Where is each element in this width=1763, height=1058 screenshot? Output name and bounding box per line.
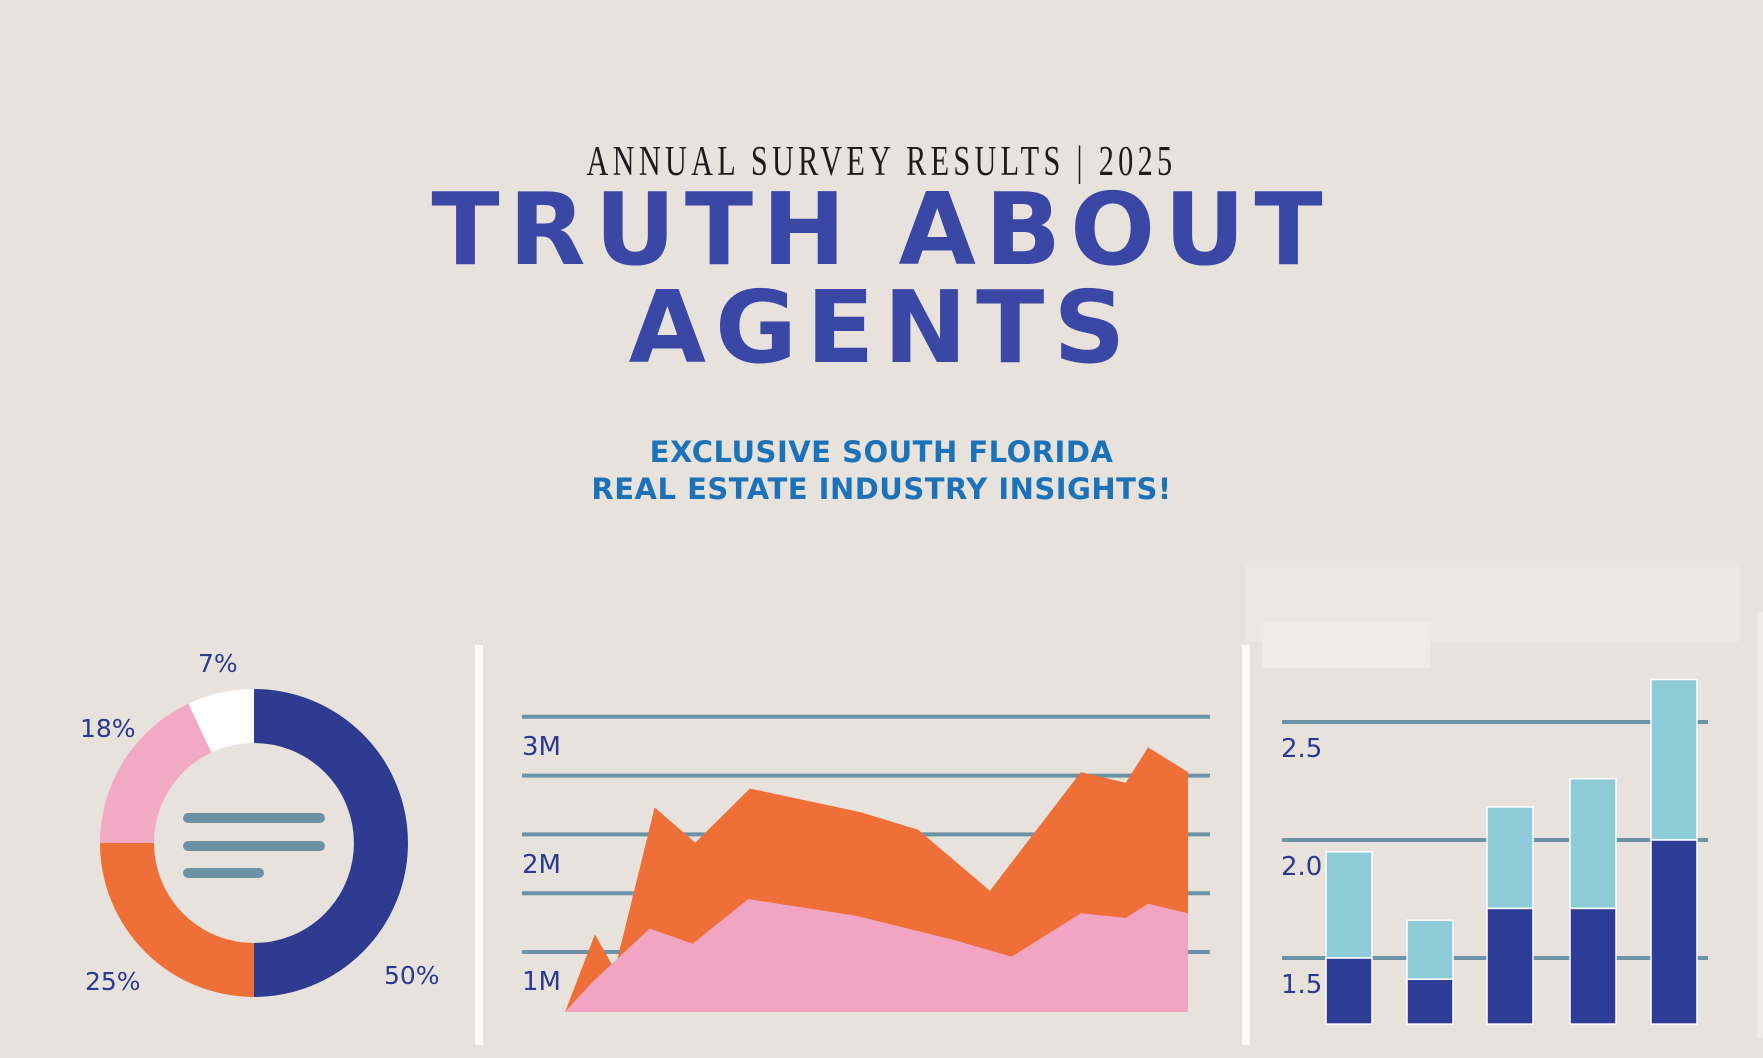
donut-slice-7 [188, 689, 255, 753]
bar-1-navy-segment [1325, 957, 1373, 1025]
bar-4-navy-segment [1569, 907, 1617, 1025]
kicker-text: ANNUAL SURVEY RESULTS | 2025 [586, 139, 1177, 185]
page-subtitle: EXCLUSIVE SOUTH FLORIDA REAL ESTATE INDU… [0, 434, 1763, 508]
bar-1-teal-segment [1325, 851, 1373, 959]
bar-3-navy-segment [1486, 907, 1534, 1025]
donut-center-placeholder-bar [183, 868, 264, 878]
stacked-bar-chart [1282, 678, 1708, 1025]
page-title: TRUTH ABOUT AGENTS [0, 171, 1763, 386]
donut-label-18: 18% [80, 714, 136, 743]
bar-2-teal-segment [1406, 919, 1454, 980]
section-divider-right [1242, 645, 1250, 1045]
area-ytick-2m: 2M [522, 850, 561, 880]
bar-4-teal-segment [1569, 777, 1617, 910]
bar-2-navy-segment [1406, 978, 1454, 1025]
section-divider-left [475, 645, 483, 1045]
donut-label-7: 7% [198, 649, 238, 678]
bars-ytick-2-5: 2.5 [1281, 734, 1323, 764]
area-ytick-3m: 3M [522, 732, 561, 762]
area-ytick-1m: 1M [522, 967, 561, 997]
page-subtitle-line2: REAL ESTATE INDUSTRY INSIGHTS! [591, 472, 1172, 506]
donut-slice-18 [100, 703, 213, 844]
bar-5-navy-segment [1650, 839, 1698, 1025]
donut-chart [100, 689, 408, 997]
area-chart [522, 714, 1210, 1012]
page-subtitle-line1: EXCLUSIVE SOUTH FLORIDA [649, 435, 1114, 469]
background-panel-lighter [1262, 622, 1430, 668]
bars-ytick-2-0: 2.0 [1281, 852, 1323, 882]
background-edge-strip [1757, 612, 1763, 1038]
donut-slice-25 [100, 842, 255, 997]
donut-slice-50 [253, 689, 408, 997]
bar-5-teal-segment [1650, 678, 1698, 841]
donut-center-placeholder-bar [183, 813, 325, 823]
donut-label-50: 50% [384, 961, 440, 990]
page-title-line2: AGENTS [628, 269, 1135, 386]
page-title-line1: TRUTH ABOUT [431, 171, 1332, 288]
donut-center-placeholder-bar [183, 841, 325, 851]
donut-label-25: 25% [85, 967, 141, 996]
bar-3-teal-segment [1486, 806, 1534, 910]
bars-ytick-1-5: 1.5 [1281, 970, 1323, 1000]
pink-area [565, 899, 1188, 1012]
